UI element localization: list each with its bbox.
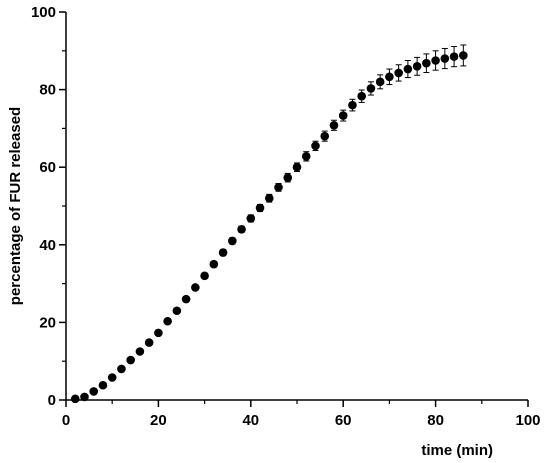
x-axis-title: time (min): [421, 442, 493, 459]
data-points: [70, 51, 468, 404]
x-tick-label: 40: [242, 412, 259, 429]
error-bars: [72, 44, 467, 401]
data-point: [357, 91, 366, 101]
data-point: [117, 364, 126, 374]
data-point: [144, 338, 154, 347]
data-point: [412, 62, 422, 71]
data-point: [228, 236, 237, 246]
data-point: [394, 68, 403, 78]
data-point: [459, 51, 468, 60]
y-tick-label: 80: [39, 82, 56, 99]
data-point: [440, 54, 450, 63]
y-tick-label: 40: [39, 237, 56, 254]
data-point: [348, 100, 357, 110]
data-point: [320, 131, 330, 141]
x-tick-label: 20: [150, 412, 167, 429]
data-point: [274, 183, 283, 192]
data-point: [366, 84, 376, 93]
data-point: [154, 328, 163, 338]
x-tick-label: 100: [515, 412, 540, 429]
data-point: [89, 387, 99, 396]
x-tick-label: 80: [427, 412, 444, 429]
data-point: [338, 111, 348, 120]
data-point: [80, 392, 89, 402]
data-point: [329, 120, 339, 130]
data-point: [283, 173, 293, 182]
data-point: [301, 152, 311, 161]
data-point: [422, 58, 431, 68]
x-tick-label: 0: [62, 412, 70, 429]
data-point: [403, 64, 413, 74]
data-point: [98, 380, 108, 390]
data-point: [246, 214, 256, 223]
data-point: [163, 316, 172, 326]
data-point: [209, 259, 219, 269]
data-point: [385, 72, 394, 82]
data-point: [181, 294, 191, 304]
data-point: [264, 193, 274, 203]
data-point: [431, 56, 440, 65]
y-tick-label: 100: [31, 4, 56, 21]
plot-area: 0 20 40 60 80 100 0 20 40 60 80 100: [31, 4, 541, 429]
data-point: [135, 347, 145, 356]
y-tick-label: 20: [39, 314, 56, 331]
data-point: [255, 203, 265, 213]
data-point: [311, 141, 320, 151]
data-point: [237, 224, 246, 234]
y-tick-label: 0: [48, 392, 56, 409]
data-point: [191, 283, 200, 292]
data-point: [126, 355, 135, 365]
data-point: [218, 248, 228, 257]
data-point: [70, 394, 80, 404]
y-tick-label: 60: [39, 159, 56, 176]
y-ticks: 0 20 40 60 80 100: [31, 4, 66, 409]
data-point: [449, 52, 459, 61]
x-tick-label: 60: [335, 412, 352, 429]
data-point: [200, 271, 209, 281]
data-point: [292, 162, 302, 172]
x-ticks: 0 20 40 60 80 100: [62, 400, 541, 429]
data-point: [172, 306, 182, 316]
data-point: [107, 373, 117, 382]
data-point: [375, 77, 385, 87]
y-axis-title: percentage of FUR released: [7, 107, 24, 305]
